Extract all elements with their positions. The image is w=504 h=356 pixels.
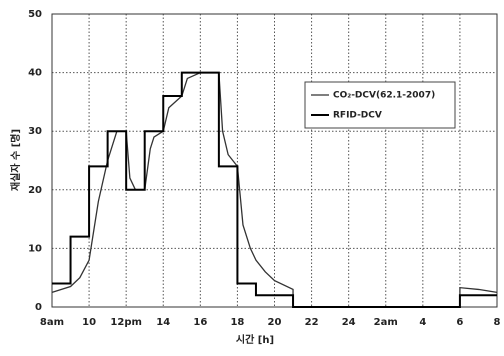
x-tick-label: 8am xyxy=(40,317,64,328)
x-tick-label: 20 xyxy=(268,317,282,328)
legend-label: CO₂-DCV(62.1-2007) xyxy=(333,91,435,101)
x-tick-label: 16 xyxy=(193,317,207,328)
x-tick-label: 6 xyxy=(456,317,463,328)
y-tick-label: 20 xyxy=(28,185,42,196)
x-tick-label: 8 xyxy=(494,317,501,328)
y-tick-label: 30 xyxy=(28,126,42,137)
series-line xyxy=(52,71,497,308)
x-tick-label: 2am xyxy=(374,317,398,328)
y-tick-label: 0 xyxy=(35,302,42,313)
x-tick-label: 4 xyxy=(419,317,426,328)
y-tick-label: 50 xyxy=(28,9,42,20)
plot-frame xyxy=(51,13,498,308)
y-tick-label: 10 xyxy=(28,243,42,254)
y-tick-label: 40 xyxy=(28,68,42,79)
series-line xyxy=(51,71,498,308)
legend-box xyxy=(304,81,456,129)
x-tick-label: 12pm xyxy=(110,317,142,328)
legend-label: RFID-DCV xyxy=(333,111,382,121)
x-tick-label: 10 xyxy=(82,317,96,328)
x-tick-label: 14 xyxy=(156,317,170,328)
x-tick-label: 18 xyxy=(230,317,244,328)
x-axis-label: 시간 [h] xyxy=(236,333,274,346)
x-tick-label: 22 xyxy=(305,317,319,328)
x-tick-label: 24 xyxy=(342,317,356,328)
y-axis-label: 재실자 수 [명] xyxy=(9,129,22,191)
